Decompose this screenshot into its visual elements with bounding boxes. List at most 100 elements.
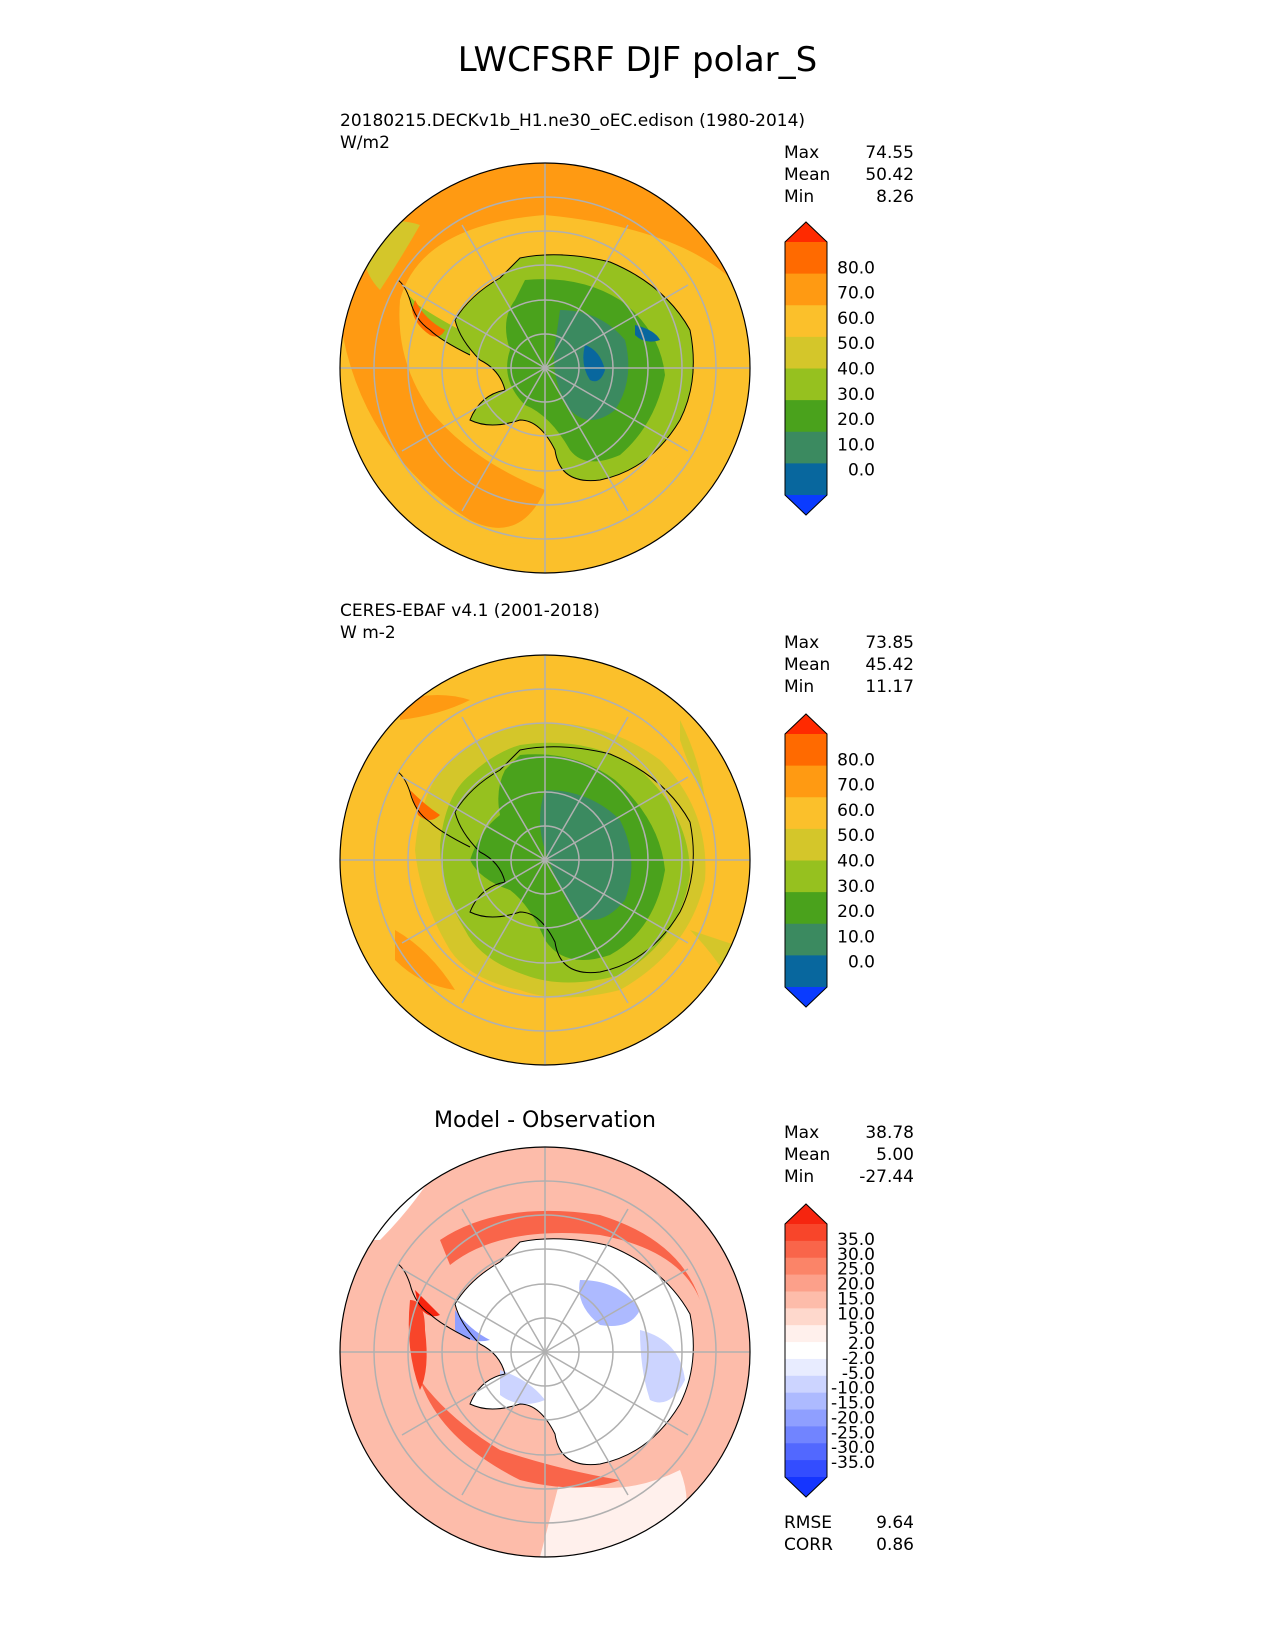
- panel-2-units: W m-2: [340, 623, 396, 643]
- colorbar-tick-label: 50.0: [837, 826, 875, 846]
- colorbar-tick-label: -15.0: [831, 1394, 875, 1414]
- colorbar-tick-label: 50.0: [837, 334, 875, 354]
- colorbar-tick-label: 0.0: [848, 461, 875, 481]
- colorbar-tick-label: 35.0: [837, 1230, 875, 1250]
- stat-min: Min 8.26: [784, 187, 914, 207]
- colorbar-tick-label: 80.0: [837, 258, 875, 278]
- colorbar-extend-max: [785, 714, 827, 734]
- colorbar-tick-label: -25.0: [831, 1423, 875, 1443]
- colorbar-tick-label: 20.0: [837, 410, 875, 430]
- colorbar-box: [785, 734, 827, 767]
- stat-max: Max 74.55: [784, 143, 914, 163]
- panel-3-stats: Max 38.78 Mean 5.00 Min -27.44: [784, 1122, 914, 1188]
- colorbar-box: [785, 828, 827, 861]
- colorbar-box: [785, 1224, 827, 1242]
- colorbar-box: [785, 860, 827, 893]
- colorbar-tick-label: 30.0: [837, 877, 875, 897]
- colorbar-tick-label: -2.0: [842, 1349, 875, 1369]
- stat-mean: Mean 50.42: [784, 165, 914, 185]
- colorbar-tick-label: -20.0: [831, 1408, 875, 1428]
- colorbar-tick-label: 70.0: [837, 776, 875, 796]
- colorbar-box: [785, 1460, 827, 1478]
- stat-corr: CORR 0.86: [784, 1535, 914, 1555]
- colorbar-tick-label: 30.0: [837, 1245, 875, 1265]
- colorbar-box: [785, 1342, 827, 1360]
- colorbar-tick-label: 20.0: [837, 1275, 875, 1295]
- colorbar-box: [785, 1257, 827, 1276]
- colorbar-extend-min: [785, 1477, 827, 1497]
- colorbar-tick-label: 2.0: [848, 1334, 875, 1354]
- colorbar-tick-label: 40.0: [837, 852, 875, 872]
- map-boundary: [339, 654, 751, 1066]
- colorbar-box: [785, 1308, 827, 1326]
- colorbar-tick-label: 80.0: [837, 750, 875, 770]
- stat-min: Min 11.17: [784, 677, 914, 697]
- colorbar-box: [785, 892, 827, 925]
- colorbar-extend-max: [785, 1204, 827, 1224]
- colorbar-outline: [784, 221, 828, 516]
- colorbar-tick-label: 60.0: [837, 309, 875, 329]
- colorbar-tick-label: 40.0: [837, 360, 875, 380]
- colorbar-box: [785, 1375, 827, 1394]
- colorbar-tick-label: 30.0: [837, 385, 875, 405]
- colorbar-box: [785, 1409, 827, 1427]
- colorbar-box: [785, 1325, 827, 1343]
- map-panel-2: [339, 654, 751, 1066]
- colorbar-tick-label: 70.0: [837, 284, 875, 304]
- colorbar-box: [785, 368, 827, 401]
- colorbar-extend-min: [785, 987, 827, 1007]
- colorbar-box: [785, 242, 827, 275]
- panel-3-error-stats: RMSE 9.64 CORR 0.86: [784, 1512, 914, 1556]
- colorbar-tick-label: -30.0: [831, 1438, 875, 1458]
- colorbar-box: [785, 1274, 827, 1292]
- graticule-2: [340, 655, 750, 1065]
- map-boundary: [339, 1146, 751, 1558]
- colorbar-box: [785, 923, 827, 956]
- stat-max: Max 38.78: [784, 1123, 914, 1143]
- colorbar-tick-label: 10.0: [837, 435, 875, 455]
- colorbar-box: [785, 336, 827, 369]
- colorbar-box: [785, 1426, 827, 1444]
- colorbar-outline: [784, 713, 828, 1008]
- colorbar-tick-label: 10.0: [837, 1304, 875, 1324]
- map-panel-3: [339, 1146, 751, 1558]
- colorbar-1: 80.0 70.0 60.0 50.0 40.0 30.0 20.0 10.0 0.0: [784, 221, 875, 516]
- colorbar-box: [785, 955, 827, 988]
- graticule-3: [340, 1147, 750, 1557]
- colorbar-box: [785, 797, 827, 830]
- stat-mean: Mean 45.42: [784, 655, 914, 675]
- colorbar-tick-label: 20.0: [837, 902, 875, 922]
- colorbar-tick-label: -35.0: [831, 1453, 875, 1473]
- stat-rmse: RMSE 9.64: [784, 1513, 914, 1533]
- colorbar-tick-label: 10.0: [837, 927, 875, 947]
- colorbar-box: [785, 400, 827, 433]
- graticule-1: [340, 163, 750, 573]
- colorbar-box: [785, 273, 827, 306]
- stat-min: Min -27.44: [784, 1167, 914, 1187]
- colorbar-box: [785, 1392, 827, 1411]
- colorbar-box: [785, 1240, 827, 1259]
- panel-1-stats: Max 74.55 Mean 50.42 Min 8.26: [784, 142, 914, 208]
- colorbar-box: [785, 1358, 827, 1377]
- colorbar-outline: [784, 1203, 828, 1498]
- colorbar-tick-label: 60.0: [837, 801, 875, 821]
- map-panel-1: [339, 162, 751, 574]
- colorbar-tick-label: -5.0: [842, 1364, 875, 1384]
- stat-mean: Mean 5.00: [784, 1145, 914, 1165]
- colorbar-tick-label: 5.0: [848, 1319, 875, 1339]
- panel-2-ref-name: CERES-EBAF v4.1 (2001-2018): [340, 601, 600, 621]
- panel-2-stats: Max 73.85 Mean 45.42 Min 11.17: [784, 632, 914, 698]
- colorbar-box: [785, 305, 827, 338]
- figure-title: LWCFSRF DJF polar_S: [457, 40, 818, 80]
- colorbar-box: [785, 1443, 827, 1461]
- panel-2-subtitle: CERES-EBAF v4.1 (2001-2018) W m-2: [340, 600, 600, 644]
- colorbar-box: [785, 765, 827, 798]
- map-boundary: [339, 162, 751, 574]
- stat-max: Max 73.85: [784, 633, 914, 653]
- colorbar-3: 35.030.025.020.015.010.05.02.0-2.0-5.0-1…: [784, 1203, 875, 1498]
- colorbar-tick-label: 0.0: [848, 953, 875, 973]
- colorbar-box: [785, 431, 827, 464]
- panel-1-subtitle: 20180215.DECKv1b_H1.ne30_oEC.edison (198…: [340, 110, 805, 154]
